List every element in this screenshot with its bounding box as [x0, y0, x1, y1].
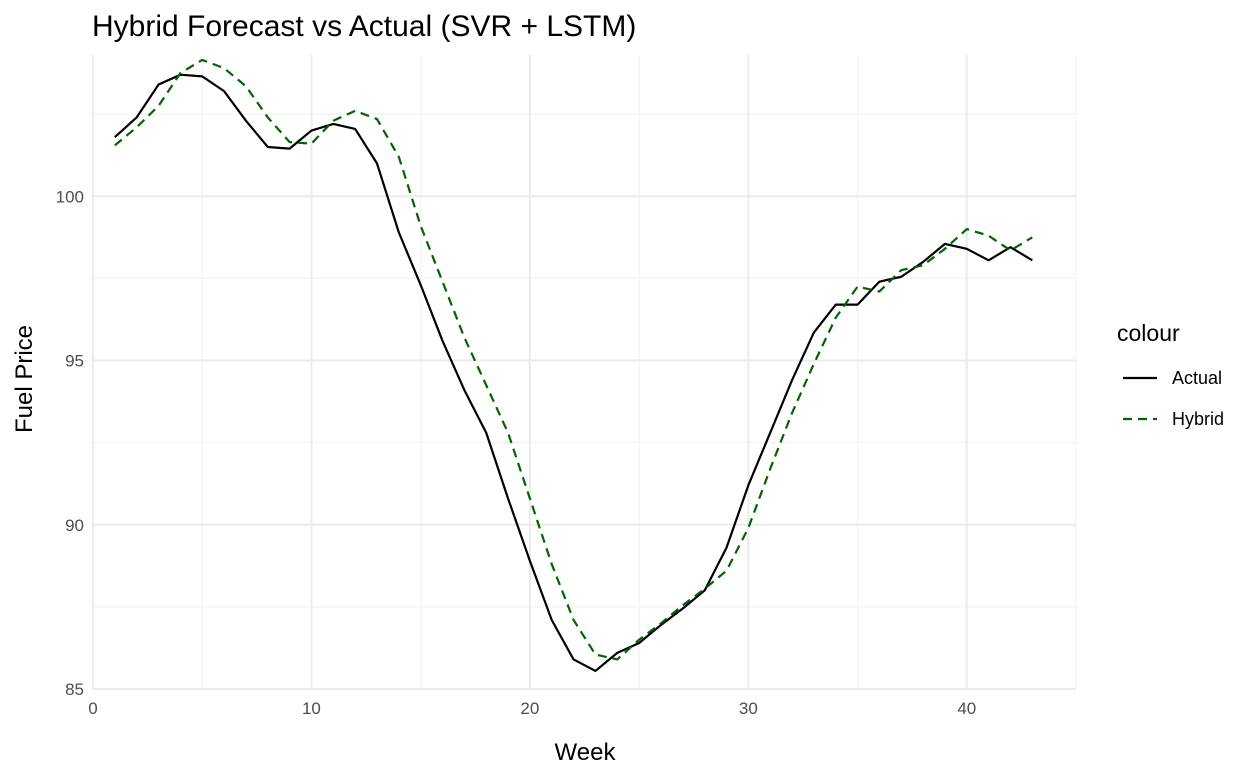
- y-tick-label: 85: [65, 680, 84, 699]
- chart-title: Hybrid Forecast vs Actual (SVR + LSTM): [92, 10, 636, 43]
- series-line-actual: [114, 73, 1033, 673]
- y-axis-title: Fuel Price: [11, 325, 38, 433]
- grid-major: [92, 55, 1076, 690]
- grid-minor: [93, 55, 1077, 689]
- legend-title: colour: [1117, 320, 1180, 346]
- y-tick-labels: 85 90 95 100: [56, 187, 84, 699]
- legend-items: Actual Hybrid: [1123, 368, 1224, 429]
- series-line-hybrid: [114, 58, 1033, 661]
- x-tick-label: 10: [302, 699, 321, 718]
- legend: colour Actual Hybrid: [1117, 320, 1224, 429]
- x-tick-label: 0: [88, 699, 97, 718]
- legend-label-hybrid: Hybrid: [1172, 409, 1224, 429]
- legend-label-actual: Actual: [1172, 368, 1222, 388]
- x-tick-labels: 0 10 20 30 40: [88, 699, 976, 718]
- x-tick-label: 30: [739, 699, 758, 718]
- y-tick-label: 95: [65, 352, 84, 371]
- x-tick-label: 40: [957, 699, 976, 718]
- x-axis-title: Week: [555, 739, 617, 766]
- x-tick-label: 20: [520, 699, 539, 718]
- y-tick-label: 90: [65, 516, 84, 535]
- series-layer: [114, 58, 1033, 673]
- y-tick-label: 100: [56, 187, 84, 206]
